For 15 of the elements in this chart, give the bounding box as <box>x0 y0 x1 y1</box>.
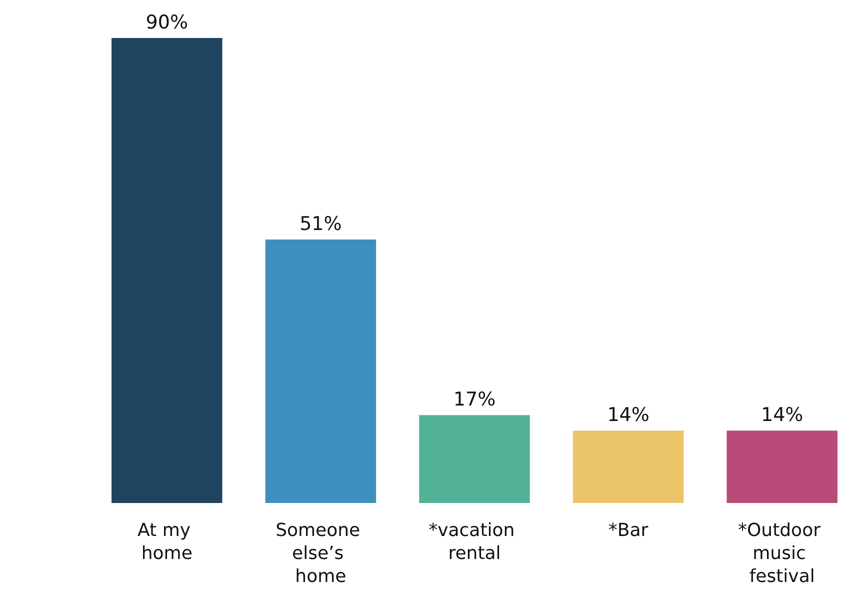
bar <box>572 430 684 503</box>
data-label: 14% <box>607 404 650 426</box>
bar <box>726 430 838 503</box>
x-tick-label: *Outdoor music festival <box>738 520 826 587</box>
x-tick-label: *vacation rental <box>428 520 520 564</box>
x-tick-label: Someone else’s home <box>276 520 366 587</box>
x-tick-label: *Bar <box>608 520 649 541</box>
data-label: 51% <box>300 213 342 235</box>
data-label: 14% <box>760 404 804 426</box>
bar <box>112 38 222 503</box>
data-label: 90% <box>146 12 188 34</box>
x-tick-label: At my home <box>138 520 196 564</box>
bar <box>419 415 530 503</box>
bar <box>265 240 376 503</box>
data-label: 17% <box>453 388 496 411</box>
